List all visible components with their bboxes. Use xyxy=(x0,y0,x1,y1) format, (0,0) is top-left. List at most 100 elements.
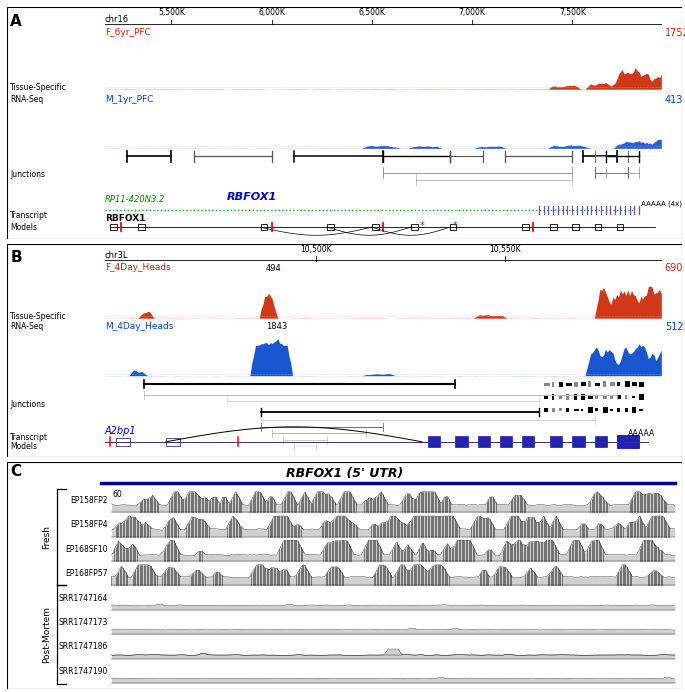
Text: *: * xyxy=(420,221,424,231)
Bar xyxy=(550,224,557,230)
Bar xyxy=(566,383,572,385)
Bar xyxy=(500,437,512,447)
Bar xyxy=(588,407,593,413)
Text: chr3L: chr3L xyxy=(105,251,128,260)
Text: SRR1747190: SRR1747190 xyxy=(59,667,108,676)
Text: M_4Day_Heads: M_4Day_Heads xyxy=(105,322,173,331)
Text: 7,000K: 7,000K xyxy=(459,8,486,17)
Text: *: * xyxy=(453,221,458,231)
Bar xyxy=(632,382,637,386)
Bar xyxy=(260,224,267,230)
Text: 7,500K: 7,500K xyxy=(559,8,586,17)
Bar xyxy=(573,394,577,400)
Bar xyxy=(327,224,334,230)
Text: RNA-Seq: RNA-Seq xyxy=(10,322,43,331)
Bar xyxy=(573,382,577,387)
Text: Fresh: Fresh xyxy=(42,525,51,549)
Text: C: C xyxy=(10,464,21,479)
Text: RNA-Seq: RNA-Seq xyxy=(10,95,43,104)
Bar xyxy=(566,394,569,399)
Bar xyxy=(595,408,598,411)
Text: 494: 494 xyxy=(266,264,282,273)
Bar xyxy=(625,395,627,399)
Bar xyxy=(603,381,606,387)
Text: 1752: 1752 xyxy=(664,28,685,38)
Bar xyxy=(550,437,562,447)
Bar xyxy=(588,381,591,388)
Bar xyxy=(616,435,639,448)
Text: Junctions: Junctions xyxy=(10,170,45,179)
Bar xyxy=(595,437,607,447)
Bar xyxy=(603,407,608,413)
Text: RBFOX1 (5' UTR): RBFOX1 (5' UTR) xyxy=(286,467,403,480)
Bar xyxy=(411,224,418,230)
Bar xyxy=(595,383,600,385)
Bar xyxy=(572,224,579,230)
Bar xyxy=(545,394,548,399)
Bar xyxy=(572,437,584,447)
Bar xyxy=(632,407,636,413)
Bar xyxy=(559,408,562,411)
Text: chr16: chr16 xyxy=(105,15,129,24)
Bar xyxy=(166,438,180,446)
Bar xyxy=(625,408,628,412)
Text: Tissue-Specific: Tissue-Specific xyxy=(10,311,67,320)
Text: EP158FP4: EP158FP4 xyxy=(71,520,108,529)
Text: 6,000K: 6,000K xyxy=(258,8,285,17)
Text: Models: Models xyxy=(10,223,37,232)
Bar xyxy=(595,224,601,230)
Bar xyxy=(595,395,598,399)
Text: B: B xyxy=(10,250,22,265)
Text: F_6yr_PFC: F_6yr_PFC xyxy=(105,28,151,37)
Bar xyxy=(545,383,549,385)
Bar xyxy=(610,383,615,386)
Bar xyxy=(551,408,556,412)
Bar xyxy=(639,381,644,387)
Text: SRR1747186: SRR1747186 xyxy=(59,642,108,651)
Bar xyxy=(559,382,563,387)
Text: 413: 413 xyxy=(664,95,683,105)
Bar xyxy=(625,381,630,387)
Bar xyxy=(581,383,586,386)
Bar xyxy=(559,395,562,399)
Text: 5122: 5122 xyxy=(664,322,685,332)
Text: 5,500K: 5,500K xyxy=(158,8,185,17)
Text: F_4Day_Heads: F_4Day_Heads xyxy=(105,263,171,272)
Text: AAAAA (4x): AAAAA (4x) xyxy=(641,201,682,207)
Text: EP168SF10: EP168SF10 xyxy=(66,545,108,554)
Bar xyxy=(588,394,593,399)
Text: RBFOX1: RBFOX1 xyxy=(105,214,145,223)
Bar xyxy=(138,224,145,230)
Text: 1843: 1843 xyxy=(266,322,288,331)
Text: Transcript: Transcript xyxy=(10,433,48,442)
Bar xyxy=(616,224,623,230)
Bar xyxy=(522,224,529,230)
Text: AAAAA: AAAAA xyxy=(627,429,655,438)
Text: EP158FP2: EP158FP2 xyxy=(71,496,108,505)
Bar xyxy=(545,408,549,412)
Bar xyxy=(116,438,129,446)
Bar xyxy=(581,394,585,400)
Bar xyxy=(610,409,614,411)
Text: A: A xyxy=(10,14,22,29)
Bar xyxy=(581,408,583,411)
Bar xyxy=(427,437,440,447)
Bar xyxy=(477,437,490,447)
Text: 10,500K: 10,500K xyxy=(301,245,332,254)
Text: 10,550K: 10,550K xyxy=(490,245,521,254)
Bar xyxy=(456,437,468,447)
Text: A2bp1: A2bp1 xyxy=(105,426,136,437)
Bar xyxy=(110,224,117,230)
Bar xyxy=(632,396,635,399)
Text: Tissue-Specific: Tissue-Specific xyxy=(10,83,67,92)
Bar xyxy=(617,382,620,386)
Text: M_1yr_PFC: M_1yr_PFC xyxy=(105,95,153,104)
Bar xyxy=(617,408,619,412)
Bar xyxy=(522,437,534,447)
Text: RBFOX1: RBFOX1 xyxy=(227,192,277,202)
Text: 690: 690 xyxy=(664,263,683,273)
Text: Models: Models xyxy=(10,441,37,450)
Text: 6,500K: 6,500K xyxy=(358,8,386,17)
Bar xyxy=(617,395,621,399)
Text: Junctions: Junctions xyxy=(10,400,45,409)
